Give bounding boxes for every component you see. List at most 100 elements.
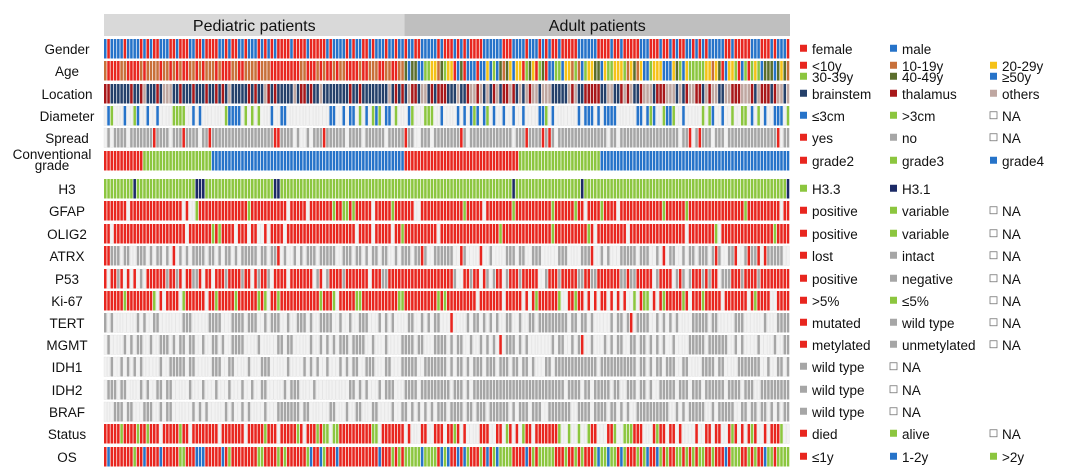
cell [502,84,506,104]
cell [750,402,754,422]
cell [515,128,519,148]
cell [375,179,378,199]
cell [384,224,388,244]
legend-swatch-idh1 [800,362,807,370]
cell [414,179,417,199]
cell [639,380,643,400]
cell [636,402,640,422]
cell [303,151,306,171]
cell [626,105,630,126]
cell [669,39,672,59]
cell [443,151,447,171]
cell [313,224,316,244]
cell [672,312,676,333]
legend-swatch-age [990,72,997,80]
cell [443,224,447,244]
cell [512,179,515,199]
cell [218,447,221,467]
cell [652,291,656,311]
cell [747,61,751,81]
cell [577,84,581,104]
cell [744,312,747,333]
cell [159,291,163,311]
cell [682,423,685,444]
cell [629,380,633,400]
cell [381,61,385,81]
cell [554,201,558,221]
cell [437,105,440,126]
cell [149,269,153,289]
cell [705,291,708,311]
cell [525,61,528,81]
cell [767,357,770,377]
cell [642,423,646,444]
cell [260,447,264,467]
cell [103,379,107,400]
cell [306,356,310,377]
cell [179,128,182,148]
cell [535,128,538,148]
cell [535,84,538,104]
cell [381,312,385,333]
cell [153,61,156,81]
cell [603,447,607,467]
cell [332,379,336,400]
cell [211,357,215,377]
cell [378,447,381,467]
cell [280,201,283,221]
cell [551,61,555,81]
cell [731,291,734,311]
cell [620,84,623,104]
cell [195,447,199,467]
cell [620,201,623,221]
cell [607,224,610,244]
cell [649,290,653,311]
cell [139,269,143,289]
cell [247,201,251,221]
cell [348,401,352,422]
cell [541,84,545,104]
cell [339,291,342,311]
cell [675,356,679,377]
cell [486,447,489,467]
cell [678,269,682,289]
cell [280,224,283,244]
cell [688,224,692,244]
cell [316,105,320,126]
cell [316,357,319,377]
cell [126,224,130,244]
cell [156,447,159,467]
cell [218,423,222,444]
cell [665,269,669,289]
cell [316,39,319,59]
cell [319,224,323,244]
cell [374,356,378,377]
cell [159,357,163,377]
cell [744,334,747,355]
cell [499,105,502,126]
cell [744,128,747,148]
cell [551,245,555,266]
cell [283,246,287,266]
cell [335,61,339,81]
cell [692,151,695,171]
cell [489,313,493,333]
cell [610,269,613,289]
cell [123,246,127,266]
cell [433,179,437,199]
cell [545,39,548,59]
cell [486,39,489,59]
cell [587,61,591,81]
cell [522,269,525,289]
cell [365,380,368,400]
cell [757,128,760,148]
cell [365,313,368,333]
cell [185,379,189,400]
cell [237,245,241,266]
cell [218,313,221,333]
cell [512,335,515,355]
cell [590,335,594,355]
cell [358,128,362,148]
cell [773,84,777,104]
cell [607,424,610,444]
